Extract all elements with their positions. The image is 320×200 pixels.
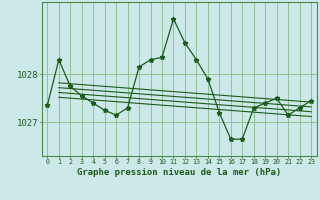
X-axis label: Graphe pression niveau de la mer (hPa): Graphe pression niveau de la mer (hPa): [77, 168, 281, 177]
